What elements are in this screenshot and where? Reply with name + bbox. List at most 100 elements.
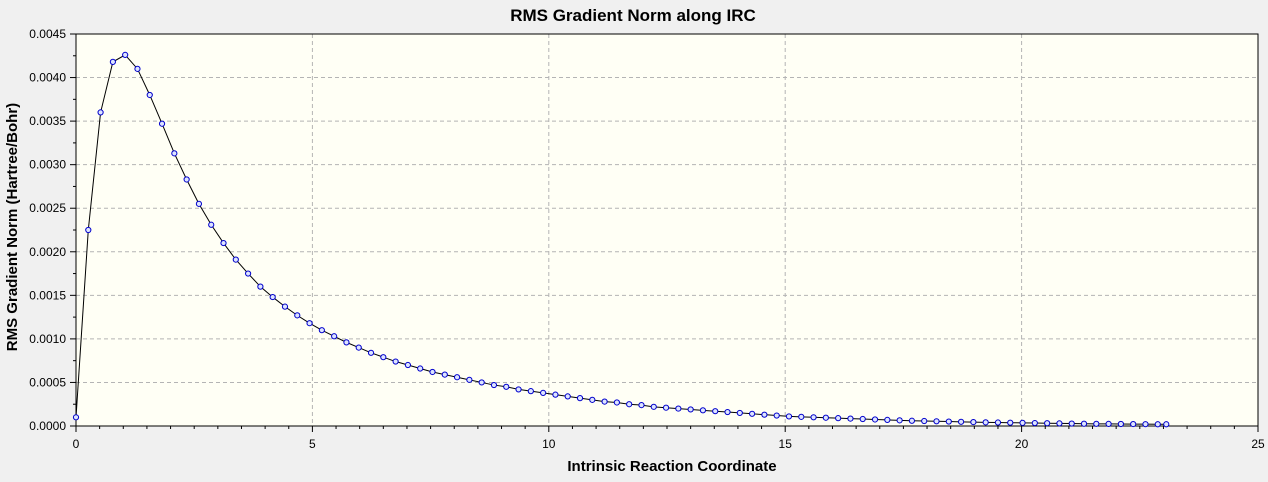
- data-point: [552, 391, 559, 398]
- data-point: [478, 379, 485, 386]
- data-point: [847, 415, 854, 422]
- data-point: [134, 65, 141, 72]
- data-point: [945, 418, 952, 425]
- data-point: [158, 120, 166, 127]
- data-point: [564, 393, 571, 400]
- data-point: [982, 419, 989, 426]
- data-point: [749, 410, 756, 417]
- data-point: [884, 416, 891, 424]
- x-axis-label: Intrinsic Reaction Coordinate: [567, 458, 776, 475]
- data-point: [97, 109, 104, 116]
- data-point: [970, 418, 977, 426]
- y-tick-label: 0.0015: [29, 288, 66, 302]
- y-tick-label: 0.0020: [29, 245, 66, 259]
- data-point: [1105, 420, 1112, 428]
- data-point: [122, 51, 129, 59]
- data-point: [331, 333, 338, 340]
- x-tick-label: 5: [309, 437, 316, 451]
- data-point: [195, 200, 203, 207]
- data-point: [785, 413, 793, 420]
- data-point: [294, 312, 301, 319]
- data-point: [466, 376, 473, 383]
- data-point: [613, 399, 620, 406]
- data-point: [503, 383, 510, 390]
- data-point: [1117, 420, 1124, 428]
- y-tick-label: 0.0005: [29, 375, 66, 389]
- data-point: [589, 396, 596, 403]
- data-point: [453, 374, 461, 381]
- data-point: [244, 270, 252, 277]
- plot-border: [75, 33, 1259, 427]
- data-point: [1142, 421, 1149, 428]
- data-point: [1093, 420, 1100, 427]
- axes: 0.0000 0.0005 0.0010 0.0015 0.0020 0.0025 0.00…: [29, 27, 1265, 451]
- data-point: [1031, 419, 1038, 427]
- data-point: [957, 418, 965, 425]
- series: [72, 51, 1170, 428]
- data-point: [921, 417, 928, 425]
- data-point: [380, 354, 387, 361]
- data-point: [429, 368, 436, 376]
- data-point: [687, 406, 694, 413]
- data-point: [306, 320, 313, 327]
- y-tick-label: 0.0045: [29, 27, 66, 41]
- data-point: [515, 386, 522, 393]
- data-point: [908, 417, 916, 424]
- y-tick-label: 0.0030: [29, 158, 66, 172]
- data-point: [798, 413, 805, 420]
- chart-title: RMS Gradient Norm along IRC: [510, 6, 756, 25]
- data-point: [171, 150, 178, 157]
- data-point: [404, 361, 412, 369]
- data-point: [626, 401, 633, 408]
- data-point: [994, 419, 1002, 426]
- data-point: [896, 417, 903, 424]
- data-point: [810, 414, 817, 421]
- data-point: [257, 283, 264, 290]
- data-point: [1130, 420, 1137, 428]
- data-point: [773, 412, 780, 419]
- x-tick-label: 20: [1015, 437, 1029, 451]
- data-point: [343, 339, 350, 346]
- data-point: [109, 58, 116, 65]
- data-point: [761, 411, 768, 418]
- data-point: [417, 365, 424, 372]
- y-tick-label: 0.0025: [29, 201, 66, 215]
- data-point: [85, 226, 92, 234]
- data-point: [146, 91, 153, 99]
- data-point: [650, 403, 657, 410]
- data-point: [392, 358, 399, 365]
- data-point: [712, 408, 719, 415]
- data-point: [540, 389, 547, 396]
- data-point: [662, 404, 670, 411]
- data-point: [601, 398, 608, 405]
- data-point: [724, 408, 731, 416]
- data-point: [1019, 419, 1026, 426]
- data-point: [1154, 421, 1161, 428]
- data-point: [441, 371, 448, 378]
- data-point: [1007, 419, 1014, 426]
- data-point: [220, 239, 227, 247]
- data-point: [490, 381, 498, 389]
- y-tick-label: 0.0035: [29, 114, 66, 128]
- data-point: [1044, 420, 1051, 427]
- x-tick-label: 15: [779, 437, 793, 451]
- plot-area: [76, 34, 1258, 426]
- data-point: [1056, 420, 1063, 427]
- data-point: [527, 388, 534, 395]
- data-point: [281, 303, 289, 310]
- data-point: [822, 414, 829, 421]
- y-tick-label: 0.0040: [29, 71, 66, 85]
- data-point: [1080, 420, 1088, 427]
- data-point: [871, 416, 879, 423]
- data-point: [576, 395, 584, 402]
- data-point: [859, 415, 866, 423]
- y-tick-label: 0.0000: [29, 419, 66, 433]
- data-point: [835, 415, 842, 422]
- data-point: [318, 327, 325, 334]
- data-point: [736, 409, 743, 417]
- data-point: [269, 293, 276, 301]
- data-point: [367, 349, 375, 356]
- data-point: [675, 405, 682, 412]
